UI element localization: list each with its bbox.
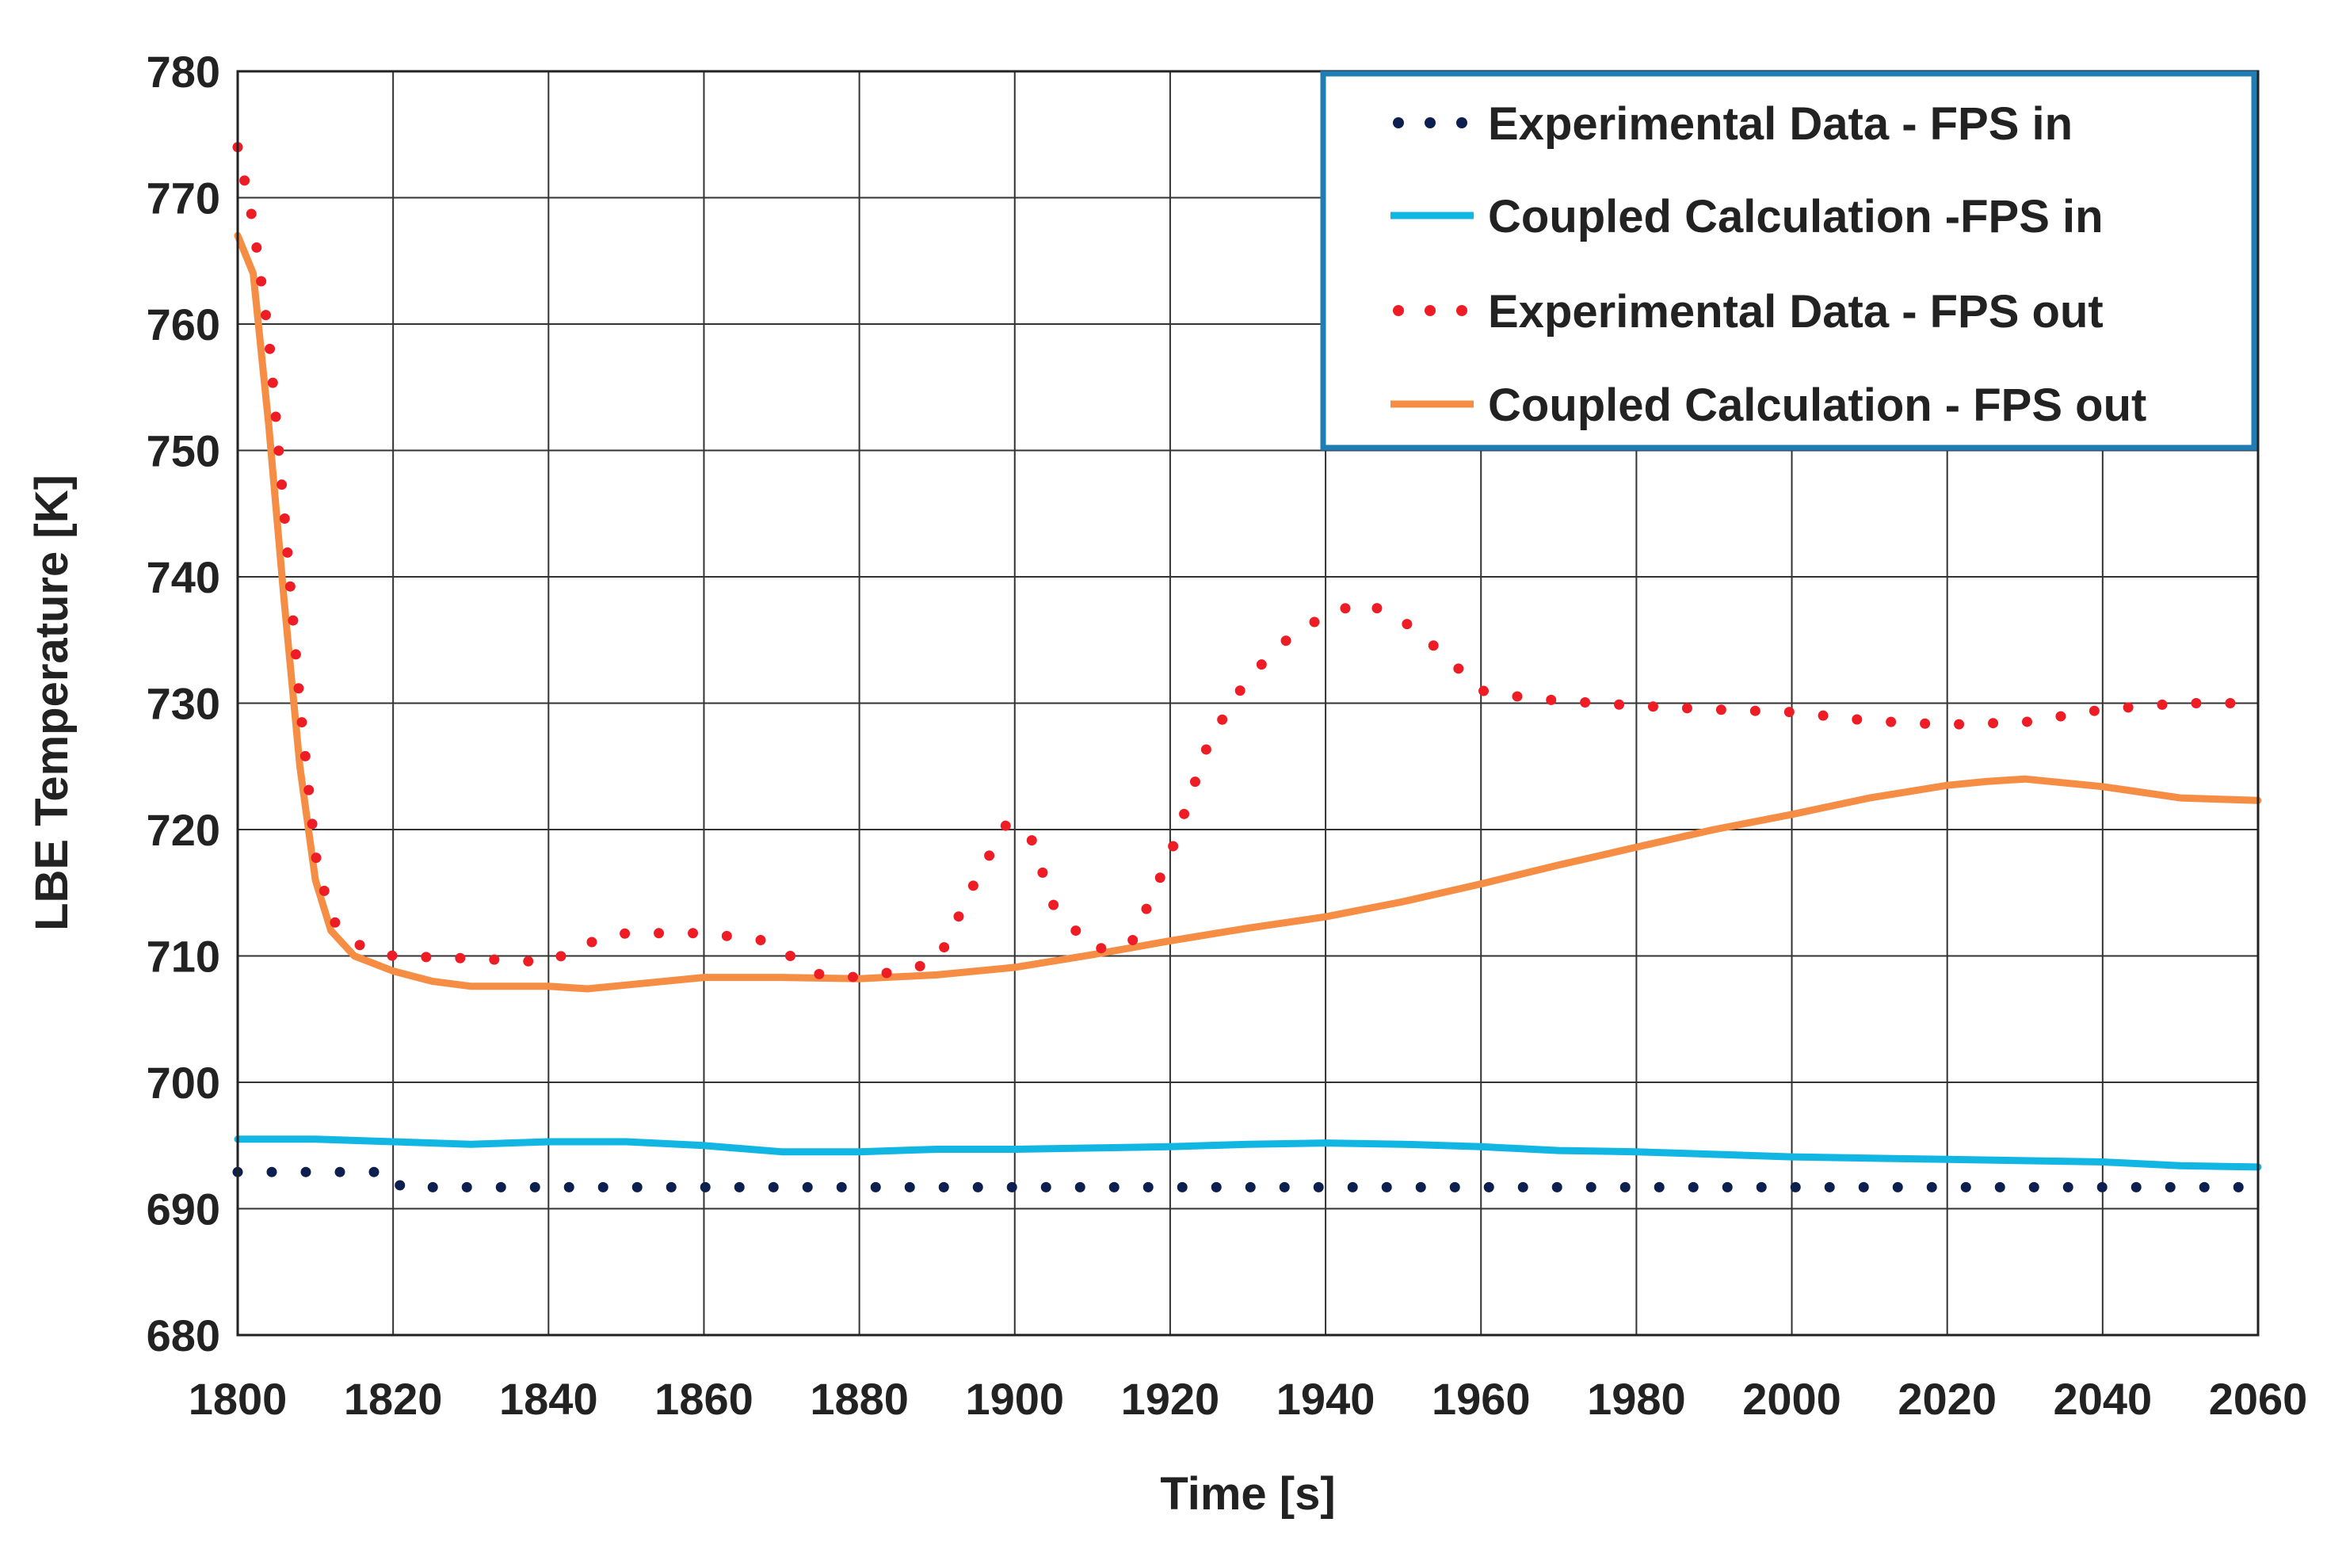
y-tick-label: 740 [147, 552, 220, 602]
legend-label: Coupled Calculation -FPS in [1488, 191, 2104, 242]
series-layer [232, 142, 2264, 1192]
y-tick-label: 770 [147, 174, 220, 223]
y-tick-label: 690 [147, 1185, 220, 1234]
x-tick-label: 1960 [1432, 1374, 1531, 1424]
legend-label: Experimental Data - FPS out [1488, 286, 2104, 338]
legend: Experimental Data - FPS in Coupled Calcul… [1320, 71, 2257, 451]
series-dots-exp-fps-out [232, 142, 2264, 983]
legend-label: Coupled Calculation - FPS out [1488, 380, 2146, 431]
y-tick-label: 730 [147, 679, 220, 729]
series-line-calc-fps-in [234, 1135, 2262, 1171]
y-tick-label: 780 [147, 47, 220, 97]
x-tick-label: 1940 [1276, 1374, 1375, 1424]
x-tick-label: 1900 [965, 1374, 1064, 1424]
plot-area-frame [236, 70, 2260, 1337]
y-tick-label: 710 [147, 932, 220, 982]
legend-box [1320, 71, 2257, 451]
series-line-calc-fps-out [234, 231, 2262, 993]
x-tick-label: 1980 [1587, 1374, 1686, 1424]
x-tick-label: 1920 [1121, 1374, 1220, 1424]
y-tick-label: 750 [147, 426, 220, 476]
x-tick-label: 1880 [810, 1374, 909, 1424]
x-tick-label: 2000 [1742, 1374, 1841, 1424]
series-dots-exp-fps-in [232, 1166, 2264, 1192]
y-tick-label: 760 [147, 299, 220, 349]
legend-swatch-dot [1425, 305, 1436, 316]
x-tick-label: 1820 [344, 1374, 443, 1424]
x-tick-label: 1800 [189, 1374, 288, 1424]
x-axis-ticks: 1800 1820 1840 1860 1880 1900 1920 1940 1960 1980… [189, 1374, 2308, 1424]
legend-swatch-dot [1393, 117, 1404, 128]
y-tick-label: 680 [147, 1310, 220, 1360]
x-tick-label: 2040 [2054, 1374, 2153, 1424]
x-tick-label: 2020 [1898, 1374, 1997, 1424]
y-axis-ticks: 680 690 700 710 720 730 740 750 760 770 780 [147, 47, 220, 1360]
legend-swatch-dot [1456, 117, 1467, 128]
y-tick-label: 720 [147, 805, 220, 855]
x-tick-label: 1860 [654, 1374, 753, 1424]
x-axis-title: Time [s] [1160, 1468, 1335, 1520]
x-tick-label: 2060 [2209, 1374, 2308, 1424]
legend-label: Experimental Data - FPS in [1488, 98, 2073, 150]
y-axis-title: LBE Temperature [K] [26, 475, 78, 931]
y-tick-label: 700 [147, 1058, 220, 1108]
legend-swatch-dot [1456, 305, 1467, 316]
x-tick-label: 1840 [499, 1374, 598, 1424]
legend-swatch-dot [1393, 305, 1404, 316]
legend-swatch-dot [1425, 117, 1436, 128]
legend-items: Experimental Data - FPS in Coupled Calcul… [1390, 98, 2146, 431]
